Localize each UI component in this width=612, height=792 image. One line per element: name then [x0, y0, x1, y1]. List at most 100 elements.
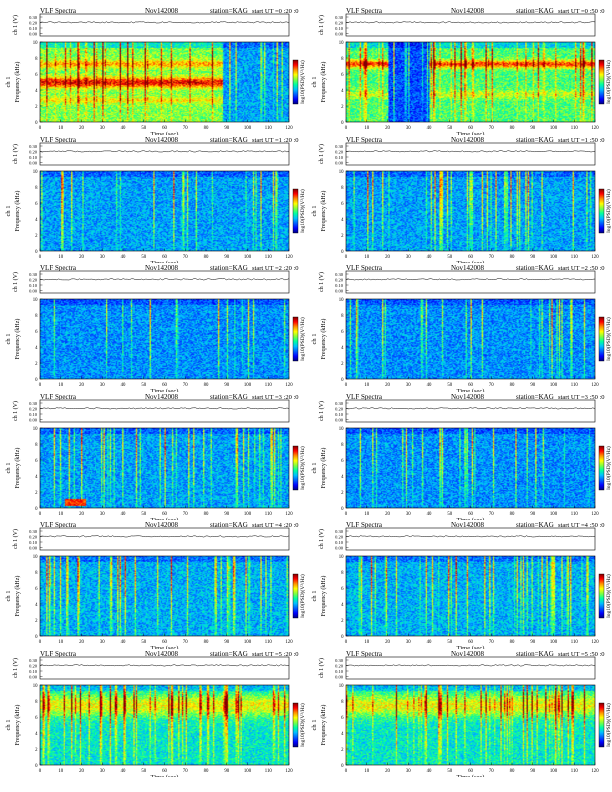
x-tick-label: 50: [447, 512, 452, 517]
x-tick-label: 0: [39, 255, 42, 260]
channel-label: ch 1: [5, 462, 12, 473]
y-tick-label: 4: [341, 474, 344, 479]
chart-station: station=KAG: [210, 7, 248, 15]
x-tick-label: 50: [141, 255, 146, 260]
x-tick-label: 10: [58, 383, 63, 388]
waveform-tick-label: 0.10: [335, 668, 344, 673]
waveform-tick-label: 0.10: [335, 154, 344, 159]
x-tick-label: 20: [79, 126, 84, 131]
colorbar: [292, 59, 299, 105]
chart-date: Nov142008: [145, 650, 179, 658]
x-tick-label: 20: [385, 255, 390, 260]
spectrogram-image: [346, 427, 595, 508]
chart-title: VLF Spectra: [40, 136, 77, 144]
vlf-panel: VLF Spectra Nov142008 station=KAG start UT …: [5, 7, 306, 135]
channel-label: ch 1: [311, 205, 318, 216]
x-tick-label: 60: [468, 255, 473, 260]
x-tick-label: 40: [427, 769, 432, 774]
chart-start-time: start UT =1 :20 :0: [252, 137, 299, 144]
chart-station: station=KAG: [516, 264, 554, 272]
waveform-tick-label: 0.20: [335, 20, 344, 25]
colorbar: [598, 445, 605, 490]
x-tick-label: 110: [265, 126, 273, 131]
waveform-tick-label: 0.00: [335, 31, 344, 36]
chart-title: VLF Spectra: [346, 650, 383, 658]
waveform-trace: [345, 406, 596, 409]
x-tick-label: 40: [121, 126, 126, 131]
channel-label: ch 1: [311, 719, 318, 730]
y-tick-label: 6: [35, 201, 38, 206]
waveform-tick-label: 0.10: [29, 154, 38, 159]
x-tick-label: 70: [489, 126, 494, 131]
x-tick-label: 120: [591, 512, 599, 517]
waveform-tick-label: 0.10: [29, 411, 38, 416]
x-tick-label: 10: [58, 126, 63, 131]
x-tick-label: 100: [550, 512, 558, 517]
y-tick-label: 6: [341, 73, 344, 78]
x-tick-label: 80: [204, 640, 209, 645]
waveform-tick-label: 0.20: [29, 277, 38, 282]
x-tick-label: 120: [591, 769, 599, 774]
x-tick-label: 60: [162, 640, 167, 645]
x-tick-label: 70: [489, 255, 494, 260]
x-tick-label: 10: [58, 769, 63, 774]
x-tick-label: 10: [364, 769, 369, 774]
x-tick-label: 0: [345, 383, 348, 388]
waveform-tick-label: 0.20: [335, 277, 344, 282]
x-tick-label: 90: [224, 640, 229, 645]
waveform-ylabel: ch 1 (V): [318, 401, 325, 421]
x-tick-label: 80: [204, 769, 209, 774]
waveform-tick-label: 0.30: [29, 272, 38, 277]
x-tick-label: 70: [183, 255, 188, 260]
chart-start-time: start UT =1 :50 :0: [558, 137, 605, 144]
waveform-tick-label: 0.20: [29, 534, 38, 539]
colorbar-label: log10(PSD)(V²/Hz): [605, 60, 612, 104]
waveform-tick-label: 0.10: [29, 668, 38, 673]
chart-start-time: start UT =0 :20 :0: [252, 8, 299, 15]
x-tick-label: 20: [385, 640, 390, 645]
x-tick-label: 40: [427, 383, 432, 388]
x-tick-label: 110: [265, 255, 273, 260]
colorbar-label: log10(PSD)(V²/Hz): [299, 446, 306, 490]
colorbar: [292, 188, 299, 233]
y-tick-label: 2: [341, 747, 344, 752]
y-tick-label: 2: [341, 490, 344, 495]
chart-date: Nov142008: [145, 521, 179, 529]
chart-start-time: start UT =0 :50 :0: [558, 8, 605, 15]
x-tick-label: 120: [591, 640, 599, 645]
waveform-ylabel: ch 1 (V): [12, 401, 19, 421]
waveform-tick-label: 0.00: [335, 417, 344, 422]
chart-date: Nov142008: [451, 650, 485, 658]
x-tick-label: 30: [406, 255, 411, 260]
waveform-frame: [345, 399, 596, 422]
y-tick-label: 2: [341, 233, 344, 238]
x-tick-label: 30: [406, 769, 411, 774]
x-tick-label: 0: [39, 769, 42, 774]
waveform-frame: [345, 13, 596, 37]
colorbar-label: log10(PSD)(V²/Hz): [605, 189, 612, 233]
waveform-tick-label: 0.30: [29, 657, 38, 662]
x-tick-label: 20: [79, 640, 84, 645]
waveform-tick-label: 0.30: [335, 400, 344, 405]
x-tick-label: 60: [468, 383, 473, 388]
waveform-tick-label: 0.30: [29, 143, 38, 148]
x-tick-label: 40: [427, 512, 432, 517]
waveform-tick-label: 0.10: [335, 26, 344, 31]
x-tick-label: 110: [571, 126, 579, 131]
waveform-ylabel: ch 1 (V): [318, 15, 325, 35]
waveform-tick-label: 0.20: [29, 20, 38, 25]
y-tick-label: 4: [35, 474, 38, 479]
x-tick-label: 70: [183, 512, 188, 517]
x-tick-label: 110: [571, 769, 579, 774]
channel-label: ch 1: [311, 462, 318, 473]
waveform-tick-label: 0.30: [29, 15, 38, 20]
x-tick-label: 60: [162, 255, 167, 260]
x-tick-label: 110: [265, 512, 273, 517]
y-tick-label: 0: [341, 635, 344, 640]
channel-label: ch 1: [5, 719, 12, 730]
x-tick-label: 10: [364, 512, 369, 517]
waveform-ylabel: ch 1 (V): [318, 529, 325, 549]
x-axis-label: Time (sec): [151, 388, 179, 392]
y-tick-label: 10: [33, 169, 38, 174]
